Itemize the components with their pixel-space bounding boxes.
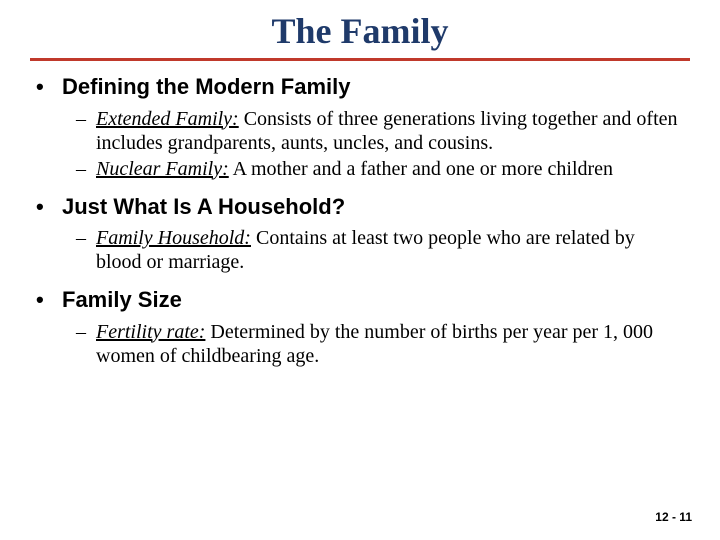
slide-title: The Family [30,10,690,52]
slide: The Family • Defining the Modern Family … [0,0,720,540]
definition-text: A mother and a father and one or more ch… [229,158,613,180]
bullet-icon: • [36,74,62,100]
definition-item: – Family Household: Contains at least tw… [76,226,684,274]
section-heading: • Defining the Modern Family [36,73,684,101]
slide-content: • Defining the Modern Family – Extended … [30,73,690,368]
definition-term: Nuclear Family: [96,158,229,180]
section-heading-text: Defining the Modern Family [62,73,350,101]
dash-icon: – [76,227,96,250]
definition-body: Nuclear Family: A mother and a father an… [96,157,613,181]
definition-body: Fertility rate: Determined by the number… [96,320,684,368]
definition-body: Extended Family: Consists of three gener… [96,107,684,155]
definition-term: Fertility rate: [96,321,205,343]
definition-item: – Extended Family: Consists of three gen… [76,107,684,155]
definition-item: – Nuclear Family: A mother and a father … [76,157,684,181]
section-heading-text: Family Size [62,286,182,314]
definition-term: Extended Family: [96,108,239,130]
section-heading: • Just What Is A Household? [36,193,684,221]
title-rule [30,58,690,61]
definition-term: Family Household: [96,227,251,249]
dash-icon: – [76,158,96,181]
section-heading-text: Just What Is A Household? [62,193,345,221]
bullet-icon: • [36,194,62,220]
dash-icon: – [76,108,96,131]
bullet-icon: • [36,287,62,313]
slide-number: 12 - 11 [655,510,692,524]
definition-item: – Fertility rate: Determined by the numb… [76,320,684,368]
definition-body: Family Household: Contains at least two … [96,226,684,274]
dash-icon: – [76,321,96,344]
section-heading: • Family Size [36,286,684,314]
